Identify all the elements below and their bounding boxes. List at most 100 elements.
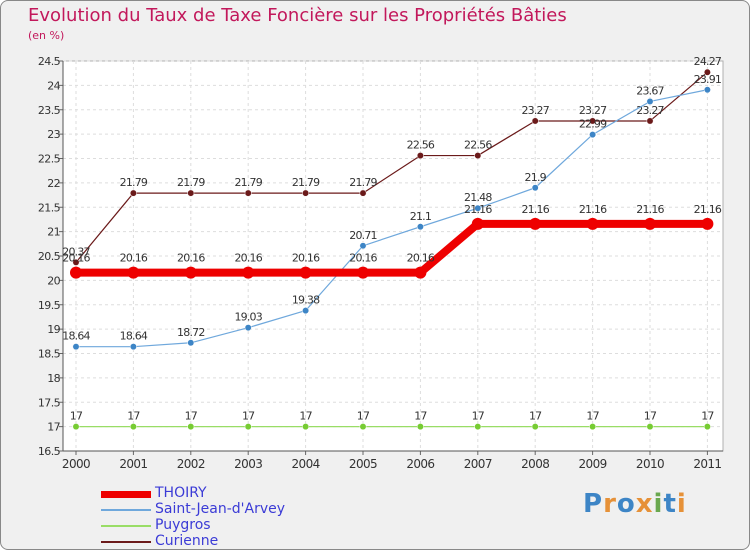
data-label-curienne: 23.27 <box>579 104 607 117</box>
x-tick-label: 2007 <box>464 457 492 471</box>
data-label-saint-jean-d-arvey: 18.72 <box>177 326 205 339</box>
data-point-curienne <box>703 68 711 76</box>
data-point-thoiry <box>414 266 427 279</box>
y-tick-label: 20.5 <box>38 250 61 263</box>
data-label-curienne: 20.37 <box>62 245 90 258</box>
data-point-saint-jean-d-arvey <box>302 307 310 315</box>
data-point-thoiry <box>701 217 714 230</box>
data-point-saint-jean-d-arvey <box>72 343 80 351</box>
data-point-curienne <box>359 189 367 197</box>
data-point-thoiry <box>299 266 312 279</box>
data-label-thoiry: 20.16 <box>120 252 148 265</box>
data-point-thoiry <box>70 266 82 279</box>
data-label-curienne: 22.56 <box>407 139 435 152</box>
data-label-puygros: 17 <box>414 410 427 423</box>
x-tick-label: 2004 <box>292 457 320 471</box>
data-point-saint-jean-d-arvey <box>646 98 654 105</box>
logo-letter: r <box>603 489 617 519</box>
data-label-thoiry: 21.16 <box>694 203 722 216</box>
legend-swatch-saint-jean-d-arvey <box>101 509 151 511</box>
legend-swatch-thoiry <box>101 491 151 498</box>
x-tick-label: 2003 <box>234 457 262 471</box>
y-tick-label: 17.5 <box>38 396 61 409</box>
y-tick-label: 23.5 <box>38 104 61 117</box>
data-point-thoiry <box>471 217 484 230</box>
logo-letter: i <box>653 489 664 519</box>
data-label-curienne: 23.27 <box>521 104 549 117</box>
data-label-thoiry: 21.16 <box>636 203 664 216</box>
data-point-curienne <box>187 189 195 197</box>
data-label-thoiry: 21.16 <box>521 203 549 216</box>
data-label-saint-jean-d-arvey: 21.9 <box>525 171 547 184</box>
logo-letter: x <box>635 489 654 519</box>
legend-label-puygros: Puygros <box>155 517 211 533</box>
data-label-curienne: 21.79 <box>177 176 205 189</box>
data-point-curienne <box>531 117 539 125</box>
data-label-curienne: 24.27 <box>694 55 722 68</box>
data-label-thoiry: 20.16 <box>407 252 435 265</box>
data-point-curienne <box>416 152 424 160</box>
data-point-thoiry <box>127 266 140 279</box>
data-point-thoiry <box>586 217 599 230</box>
series-line-curienne <box>75 71 708 263</box>
data-point-saint-jean-d-arvey <box>589 131 597 139</box>
legend-item-curienne: Curienne <box>101 533 361 549</box>
y-tick-label: 20 <box>47 274 60 287</box>
legend-swatch-curienne <box>101 541 151 543</box>
data-label-saint-jean-d-arvey: 22.99 <box>579 118 607 131</box>
data-point-saint-jean-d-arvey <box>474 204 482 212</box>
data-point-puygros <box>72 423 80 431</box>
series-line-thoiry <box>76 219 708 277</box>
data-point-thoiry <box>184 266 197 279</box>
data-label-puygros: 17 <box>299 410 312 423</box>
data-label-curienne: 21.79 <box>120 176 148 189</box>
data-label-thoiry: 21.16 <box>579 203 607 216</box>
data-label-saint-jean-d-arvey: 23.91 <box>694 73 722 86</box>
x-tick-label: 2010 <box>636 457 664 471</box>
x-tick-label: 2000 <box>62 457 90 471</box>
x-tick-label: 2006 <box>406 457 434 471</box>
series-line-saint-jean-d-arvey <box>76 89 708 348</box>
data-point-thoiry <box>529 217 542 230</box>
data-label-saint-jean-d-arvey: 19.03 <box>234 311 262 324</box>
logo-letter: i <box>676 489 687 519</box>
data-label-puygros: 17 <box>472 410 485 423</box>
logo-letter: t <box>663 489 677 519</box>
data-point-thoiry <box>242 266 255 279</box>
y-tick-label: 16.5 <box>38 445 61 458</box>
y-tick-label: 24.5 <box>38 55 61 68</box>
x-tick-label: 2005 <box>349 457 377 471</box>
data-label-curienne: 23.27 <box>636 104 664 117</box>
legend-swatch-puygros <box>101 525 151 527</box>
data-label-curienne: 21.79 <box>292 176 320 189</box>
data-point-puygros <box>244 423 252 431</box>
data-point-curienne <box>474 152 482 160</box>
x-tick-label: 2009 <box>579 457 607 471</box>
data-point-curienne <box>302 189 310 197</box>
data-label-saint-jean-d-arvey: 23.67 <box>636 84 664 97</box>
data-point-puygros <box>531 423 539 431</box>
data-label-puygros: 17 <box>127 410 140 423</box>
data-point-thoiry <box>644 217 656 230</box>
legend-item-saint-jean-d-arvey: Saint-Jean-d'Arvey <box>101 501 361 518</box>
y-tick-label: 21.5 <box>38 201 61 214</box>
y-tick-label: 19.5 <box>38 299 61 312</box>
data-point-curienne <box>646 117 654 125</box>
data-label-saint-jean-d-arvey: 18.64 <box>62 330 90 343</box>
y-tick-label: 21 <box>47 226 60 239</box>
data-label-puygros: 17 <box>357 410 370 423</box>
data-label-puygros: 17 <box>701 410 714 423</box>
data-label-puygros: 17 <box>586 410 599 423</box>
data-label-puygros: 17 <box>185 410 198 423</box>
data-point-curienne <box>244 189 252 197</box>
legend-item-puygros: Puygros <box>101 517 361 534</box>
data-point-puygros <box>302 423 310 431</box>
y-tick-label: 19 <box>47 323 60 336</box>
x-tick-label: 2011 <box>693 457 721 471</box>
unit-label: (en %) <box>28 29 65 42</box>
data-label-thoiry: 21.16 <box>464 203 492 216</box>
y-tick-label: 18.5 <box>38 348 61 361</box>
legend-label-curienne: Curienne <box>155 533 219 549</box>
data-point-puygros <box>416 423 424 431</box>
